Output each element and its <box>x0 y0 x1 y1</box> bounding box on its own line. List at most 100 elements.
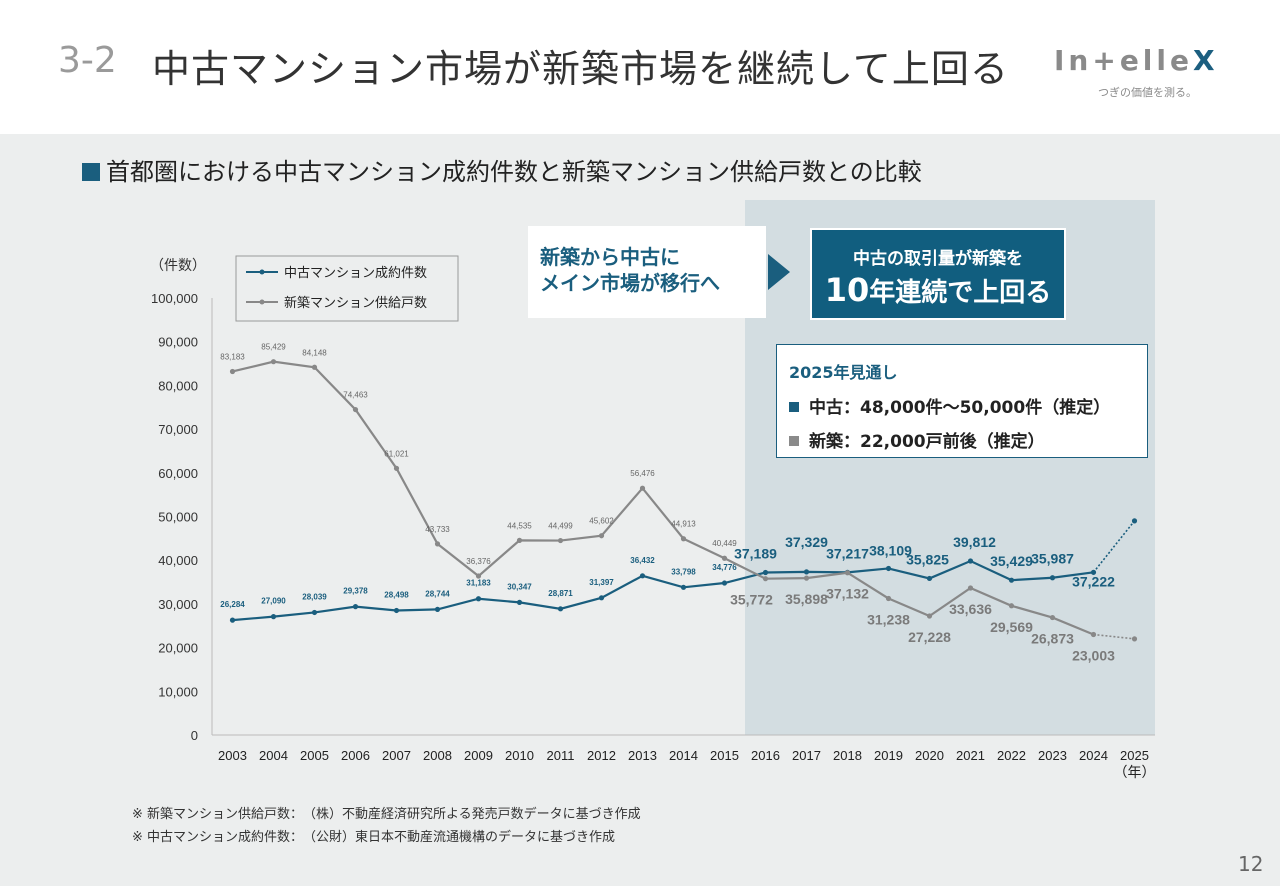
data-label: 29,378 <box>343 587 368 596</box>
highlight-line-2-rest: 年連続で上回る <box>869 278 1052 308</box>
data-label: 43,733 <box>425 525 450 534</box>
series-line-2 <box>232 360 1094 636</box>
outlook-new-text: 新築：22,000戸前後（推定） <box>809 432 1045 452</box>
data-point <box>475 596 482 602</box>
y-axis-label: （件数） <box>150 257 206 273</box>
logo-text-pre: In <box>1054 44 1093 77</box>
data-label: 31,183 <box>466 579 491 588</box>
data-label: 29,569 <box>990 619 1033 635</box>
data-label: 28,744 <box>425 589 450 598</box>
y-tick-label: 50,000 <box>158 510 198 525</box>
logo-text-x: X <box>1193 44 1219 77</box>
page-title: 中古マンション市場が新築市場を継続して上回る <box>152 47 1009 91</box>
outlook-heading: 2025年見通し <box>789 363 898 382</box>
market-shift-callout: 新築から中古に メイン市場が移行へ <box>528 226 766 318</box>
data-label: 26,284 <box>220 600 245 609</box>
x-tick-label: 2010 <box>505 748 534 763</box>
data-point <box>1008 603 1015 609</box>
y-tick-label: 60,000 <box>158 466 198 481</box>
y-tick-label: 80,000 <box>158 378 198 393</box>
data-point <box>311 364 318 370</box>
logo-text-mid: +elle <box>1092 44 1193 77</box>
outlook-box: 2025年見通し 中古：48,000件～50,000件（推定） 新築：22,00… <box>776 344 1148 458</box>
x-tick-label: 2012 <box>587 748 616 763</box>
shift-line-1: 新築から中古に <box>540 245 680 269</box>
section-number: 3-2 <box>58 40 117 81</box>
legend-box <box>235 255 459 322</box>
data-point <box>1090 569 1097 575</box>
data-label: 37,217 <box>826 545 869 561</box>
data-label: 35,825 <box>906 551 949 567</box>
data-point <box>721 555 728 561</box>
data-label: 35,987 <box>1031 551 1074 567</box>
data-label: 30,347 <box>507 582 532 591</box>
data-point <box>721 580 728 586</box>
highlight-line-2: 10年連続で上回る <box>812 271 1064 309</box>
x-tick-label: 2018 <box>833 748 862 763</box>
data-label: 61,021 <box>384 449 409 458</box>
data-label: 36,432 <box>630 556 655 565</box>
x-tick-label: 2014 <box>669 748 698 763</box>
data-label: 35,898 <box>785 591 828 607</box>
new-square-icon <box>789 436 799 446</box>
data-point <box>926 575 933 582</box>
data-point <box>393 465 400 471</box>
data-point <box>557 537 564 544</box>
used-square-icon <box>789 402 799 412</box>
outlook-new: 新築：22,000戸前後（推定） <box>789 427 1045 452</box>
data-label: 39,812 <box>953 534 996 550</box>
data-point <box>270 614 277 620</box>
data-point <box>1090 631 1097 638</box>
x-tick-label: 2003 <box>218 748 247 763</box>
series-line-1 <box>232 559 1094 622</box>
data-label: 27,228 <box>908 629 951 645</box>
data-point <box>598 595 605 601</box>
shift-line-2: メイン市場が移行へ <box>540 271 720 295</box>
subtitle-text: 首都圏における中古マンション成約件数と新築マンション供給戸数との比較 <box>106 158 922 186</box>
data-label: 26,873 <box>1031 631 1074 647</box>
data-label: 44,535 <box>507 521 532 530</box>
data-point <box>885 595 892 602</box>
highlight-years: 10 <box>824 271 870 309</box>
x-tick-label: 2022 <box>997 748 1026 763</box>
data-point <box>598 533 605 539</box>
y-tick-label: 90,000 <box>158 335 198 350</box>
y-tick-label: 70,000 <box>158 422 198 437</box>
data-point <box>352 406 359 413</box>
x-tick-label: 2024 <box>1079 748 1108 763</box>
data-point <box>475 573 482 579</box>
data-point <box>680 584 687 590</box>
x-tick-label: 2017 <box>792 748 821 763</box>
data-label: 34,776 <box>712 563 737 572</box>
highlight-callout: 中古の取引量が新築を 10年連続で上回る <box>810 228 1066 320</box>
data-point <box>434 541 441 547</box>
data-point <box>352 604 359 610</box>
data-label: 40,449 <box>712 539 737 548</box>
data-label: 37,132 <box>826 586 869 602</box>
logo-tagline: つぎの価値を測る。 <box>1098 86 1197 99</box>
y-tick-label: 10,000 <box>158 684 198 699</box>
x-tick-label: 2019 <box>874 748 903 763</box>
data-label: 37,329 <box>785 534 828 550</box>
data-point <box>639 485 646 491</box>
data-point <box>557 606 564 612</box>
data-point <box>393 607 400 614</box>
data-label: 28,871 <box>548 589 573 598</box>
data-label: 28,039 <box>302 592 327 601</box>
data-point <box>229 617 236 623</box>
header: 3-2 中古マンション市場が新築市場を継続して上回る In+elleX つぎの価… <box>0 0 1280 134</box>
y-tick-label: 40,000 <box>158 553 198 568</box>
data-label: 23,003 <box>1072 647 1115 663</box>
page-number: 12 <box>1238 852 1264 876</box>
x-tick-label: 2020 <box>915 748 944 763</box>
data-point <box>762 569 769 576</box>
y-tick-label: 30,000 <box>158 597 198 612</box>
data-point <box>680 536 687 542</box>
data-point <box>803 569 810 575</box>
x-tick-label: 2023 <box>1038 748 1067 763</box>
data-label: 31,238 <box>867 611 910 627</box>
x-tick-label: 2011 <box>547 748 575 763</box>
legend-label-1: 中古マンション成約件数 <box>284 266 427 281</box>
x-tick-label: 2025 <box>1120 748 1149 763</box>
data-label: 36,376 <box>466 557 491 566</box>
